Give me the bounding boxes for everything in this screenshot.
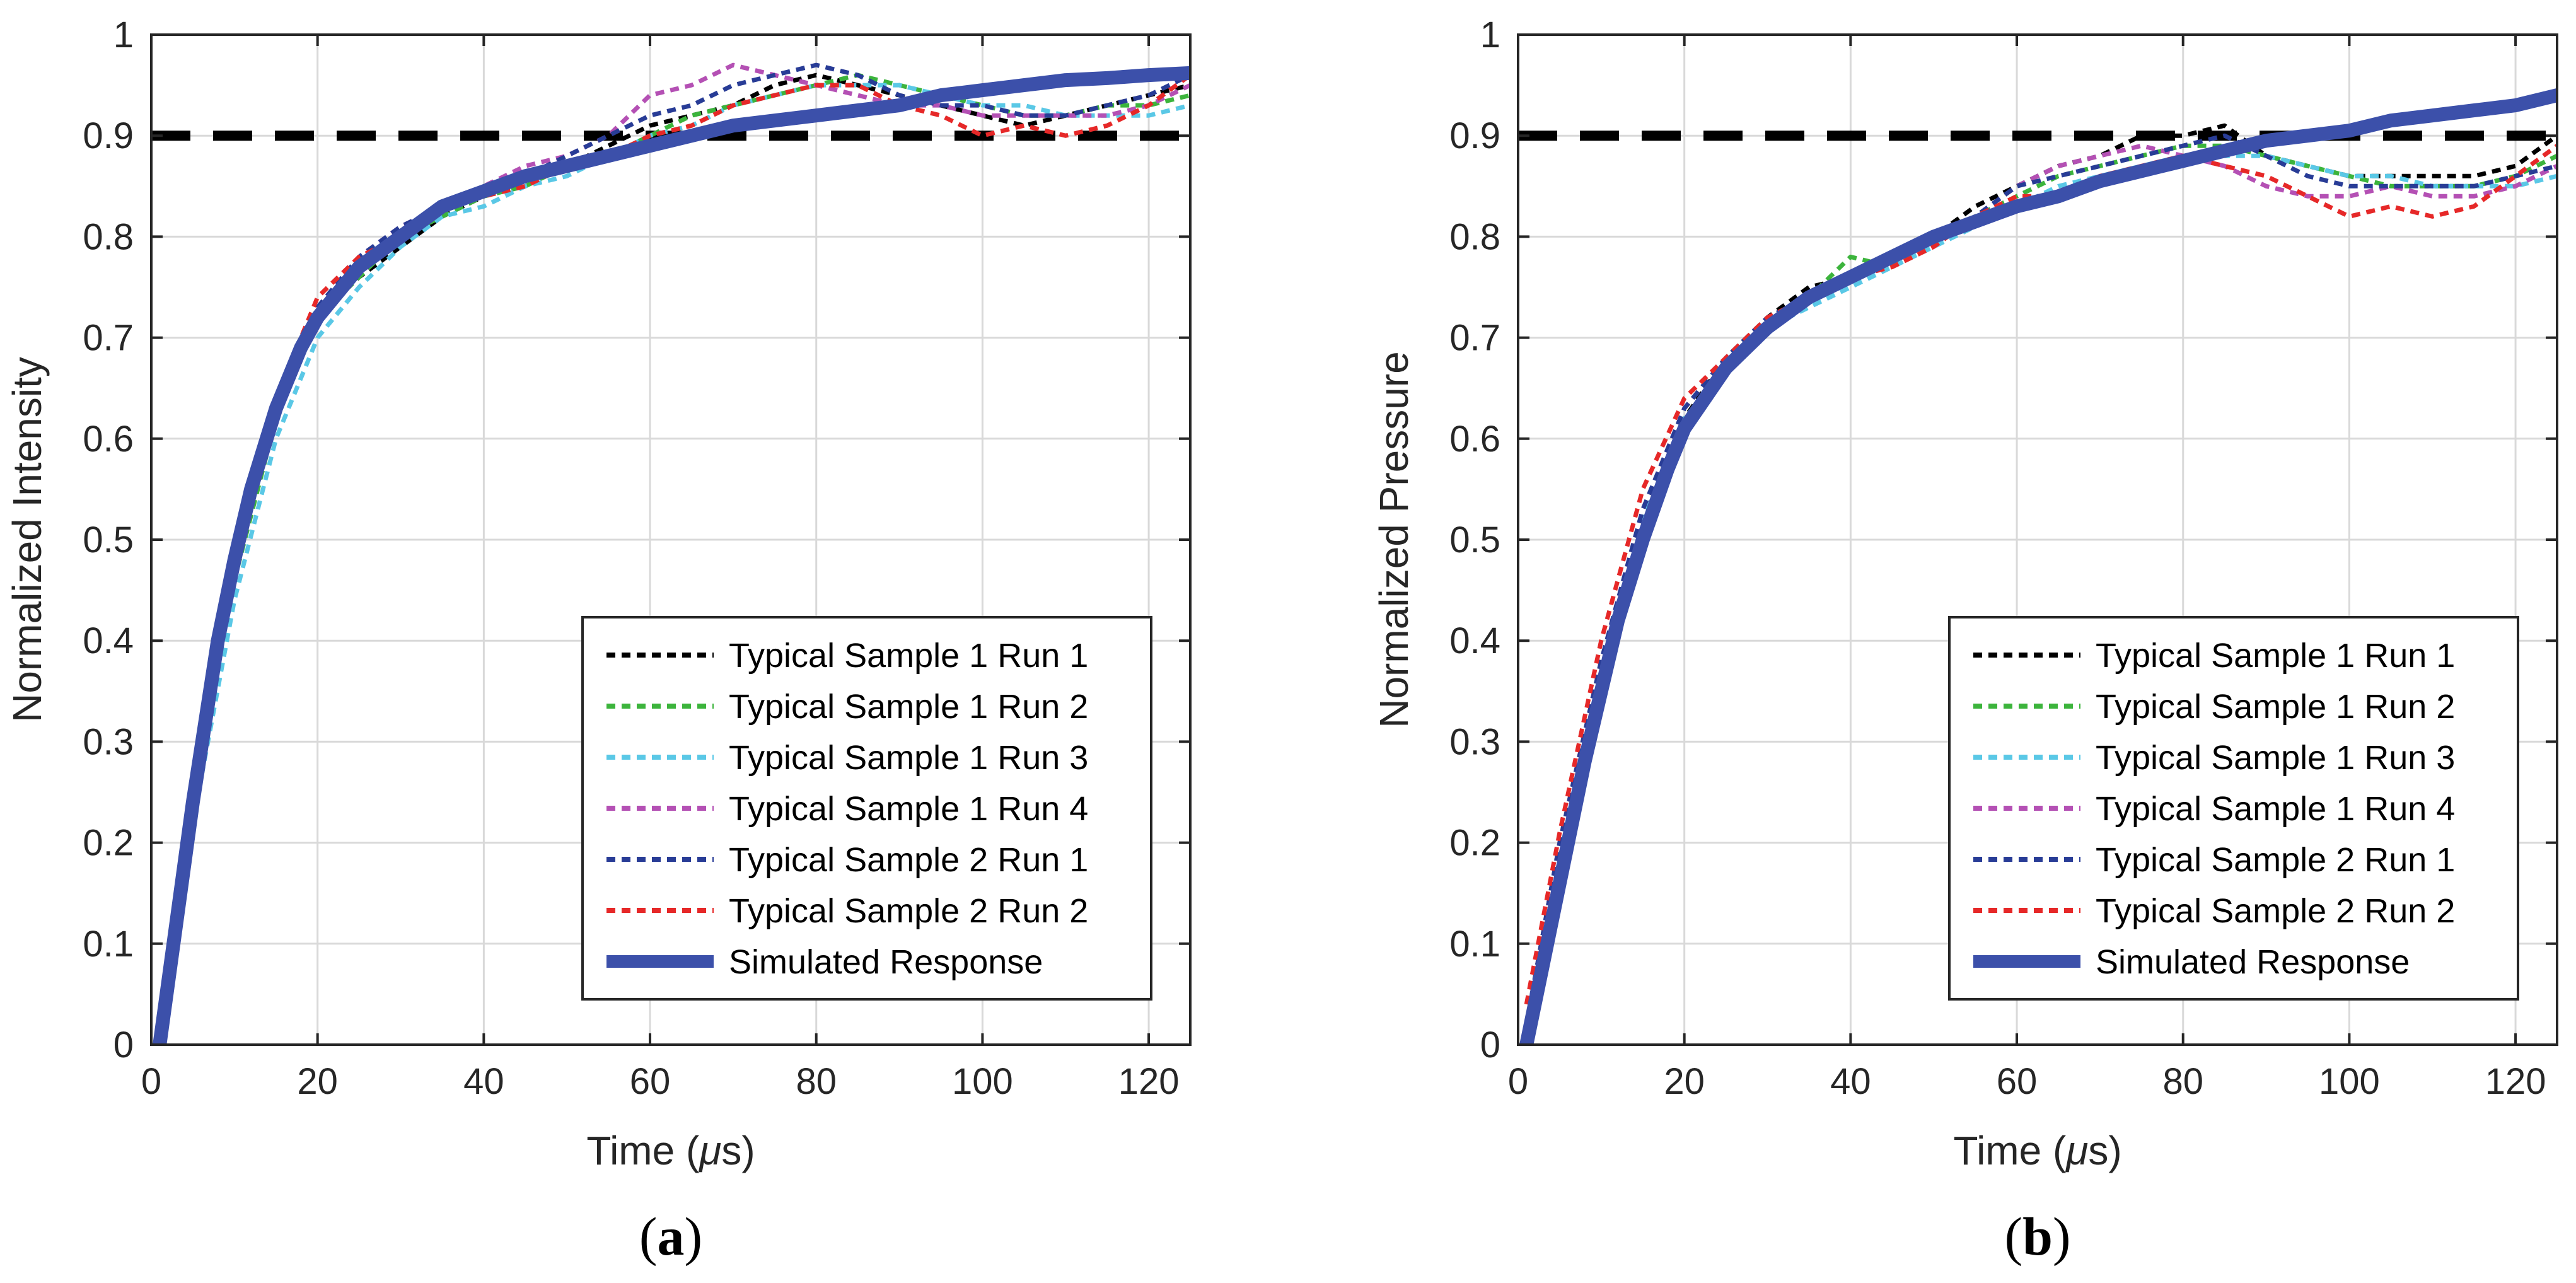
y-tick-label: 0.7 [83, 318, 134, 359]
series-line-7 [1519, 88, 2557, 1045]
panel-label-close: ) [685, 1206, 703, 1267]
legend-label-7: Simulated Response [2096, 943, 2410, 981]
legend-label-2: Typical Sample 1 Run 2 [2096, 688, 2455, 726]
x-tick-label: 20 [1664, 1061, 1705, 1102]
panel-label-letter: b [2022, 1206, 2053, 1267]
x-axis-label-suffix: s) [721, 1128, 755, 1173]
y-tick-label: 0.4 [83, 620, 134, 661]
y-axis-label: Normalized Intensity [4, 357, 50, 723]
x-axis-label: Time (μs) [586, 1128, 755, 1173]
x-tick-label: 100 [2319, 1061, 2380, 1102]
y-tick-label: 0.7 [1449, 318, 1500, 359]
x-tick-label: 80 [796, 1061, 837, 1102]
x-axis-label-prefix: Time ( [1953, 1128, 2066, 1173]
legend-label-4: Typical Sample 1 Run 4 [2096, 790, 2455, 828]
legend-label-3: Typical Sample 1 Run 3 [2096, 739, 2455, 777]
panel-label-open: ( [2004, 1206, 2022, 1267]
x-axis-label-mu: μ [698, 1128, 721, 1173]
y-tick-label: 0.5 [83, 520, 134, 560]
y-tick-label: 0.2 [1449, 823, 1500, 864]
y-tick-label: 0.5 [1449, 520, 1500, 560]
x-tick-label: 120 [1118, 1061, 1180, 1102]
legend-label-6: Typical Sample 2 Run 2 [729, 892, 1088, 930]
legend-label-5: Typical Sample 2 Run 1 [2096, 841, 2455, 879]
x-tick-label: 60 [630, 1061, 671, 1102]
y-tick-label: 0.8 [83, 216, 134, 257]
legend: Typical Sample 1 Run 1 Typical Sample 1 R… [581, 616, 1152, 1001]
x-tick-label: 40 [463, 1061, 504, 1102]
y-tick-label: 0.6 [83, 419, 134, 460]
y-tick-label: 0.4 [1449, 620, 1500, 661]
series-line-7 [153, 66, 1190, 1045]
chart-panel-a: 0 20 40 60 80 100 120 0 0.1 0.2 0.3 0.4 0.5 0.6 0.7 0.8… [4, 15, 1192, 1267]
legend-label-1: Typical Sample 1 Run 1 [729, 637, 1088, 675]
x-tick-label: 60 [1997, 1061, 2038, 1102]
series-line-6 [157, 73, 1190, 1045]
y-tick-label: 0.3 [83, 721, 134, 762]
x-axis-label: Time (μs) [1953, 1128, 2121, 1173]
x-tick-label: 120 [2485, 1061, 2546, 1102]
legend-label-7: Simulated Response [729, 943, 1043, 981]
x-tick-label: 100 [952, 1061, 1013, 1102]
panel-label: (a) [639, 1206, 702, 1267]
series-line-6 [1524, 144, 2557, 1005]
x-tick-label: 80 [2162, 1061, 2203, 1102]
legend-label-6: Typical Sample 2 Run 2 [2096, 892, 2455, 930]
y-tick-label: 0 [1480, 1025, 1500, 1065]
x-axis-label-suffix: s) [2088, 1128, 2121, 1173]
chart-panel-b: 0 20 40 60 80 100 120 0 0.1 0.2 0.3 0.4 0.5 0.6 0.7 0.8… [1371, 15, 2558, 1267]
panel-label-close: ) [2053, 1206, 2071, 1267]
y-tick-label: 0.3 [1449, 721, 1500, 762]
x-axis-label-prefix: Time ( [586, 1128, 699, 1173]
legend-box [1948, 616, 2519, 1001]
series-line-2 [1524, 143, 2557, 1025]
legend-box [581, 616, 1152, 1001]
y-tick-label: 0.9 [1449, 115, 1500, 156]
x-tick-label: 0 [1508, 1061, 1528, 1102]
y-tick-label: 1 [1480, 15, 1500, 55]
legend-label-2: Typical Sample 1 Run 2 [729, 688, 1088, 726]
legend-label-1: Typical Sample 1 Run 1 [2096, 637, 2455, 675]
panel-label: (b) [2004, 1206, 2070, 1267]
x-axis-label-mu: μ [2065, 1128, 2088, 1173]
series-line-4 [157, 62, 1190, 1045]
x-tick-label: 20 [297, 1061, 338, 1102]
series-line-5 [157, 62, 1190, 1045]
legend-label-3: Typical Sample 1 Run 3 [729, 739, 1088, 777]
legend: Typical Sample 1 Run 1 Typical Sample 1 R… [1948, 616, 2519, 1001]
panel-label-letter: a [658, 1206, 685, 1267]
y-tick-label: 1 [113, 15, 134, 55]
panel-label-open: ( [639, 1206, 658, 1267]
x-tick-label: 40 [1830, 1061, 1871, 1102]
legend-label-5: Typical Sample 2 Run 1 [729, 841, 1088, 879]
y-tick-label: 0.9 [83, 115, 134, 156]
x-tick-label: 0 [141, 1061, 161, 1102]
y-axis-label: Normalized Pressure [1371, 351, 1417, 728]
y-tick-label: 0.2 [83, 823, 134, 864]
series-line-5 [1524, 133, 2557, 1025]
y-tick-label: 0.1 [83, 924, 134, 965]
series-line-3 [157, 83, 1190, 1045]
legend-label-4: Typical Sample 1 Run 4 [729, 790, 1088, 828]
y-tick-label: 0 [113, 1025, 134, 1065]
y-tick-label: 0.1 [1449, 924, 1500, 965]
y-tick-label: 0.6 [1449, 419, 1500, 460]
y-tick-label: 0.8 [1449, 216, 1500, 257]
